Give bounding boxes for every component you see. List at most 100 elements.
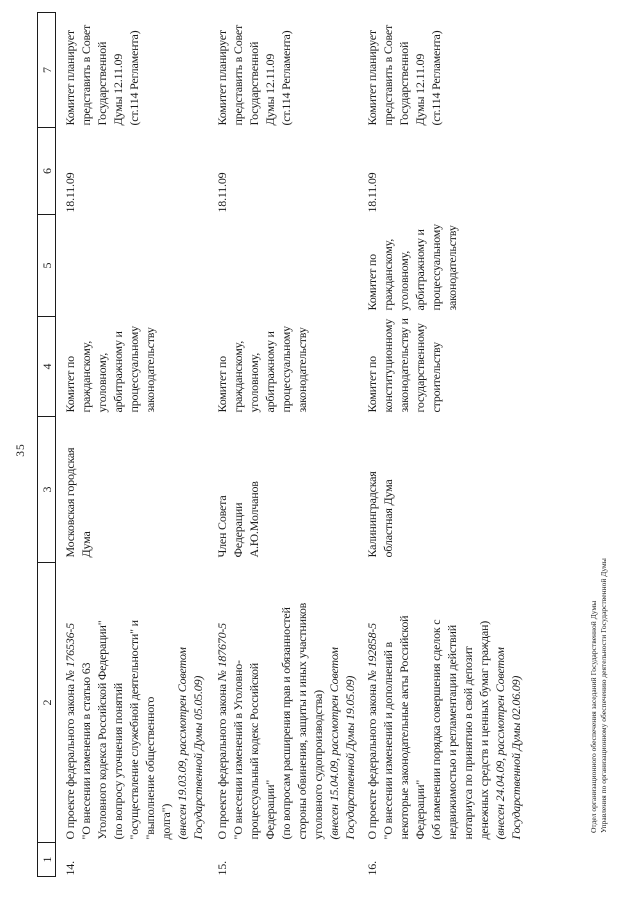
date-cell: 18.11.09 [208,128,358,215]
committee-line: процессуальному [127,326,141,413]
header-col-2: 2 [37,562,56,843]
bill-note-line: Государственной Думы 02.06.09) [508,675,523,840]
bill-title-line: долга") [159,803,173,840]
plan-line: Государственной [95,41,109,126]
committee-line: законодательству [294,327,309,413]
co-committee-cell [208,215,358,317]
committee-line: строительству [428,342,443,413]
plan-line: представить в Совет [380,24,395,126]
bill-note-line: Государственной Думы 19.05.09) [342,675,357,840]
committee-line: Комитет по [364,356,379,413]
consideration-date: 18.11.09 [63,172,77,213]
committee-line: законодательству [143,327,157,413]
bill-note-line: (внесен 15.04.09, рассмотрен Советом [326,647,341,840]
co-committee-line: законодательству [444,225,459,311]
responsible-committee-cell: Комитет по гражданскому, уголовному, арбитр… [56,317,208,417]
bill-number: № 187670-5 [214,623,229,682]
bill-title-line: стороны обвинения, защиты и иных участни… [294,602,309,840]
bill-title-line: "выполнение общественного [143,696,157,840]
header-col-7: 7 [37,12,56,128]
bill-title-line: уголовного судопроизводства) [310,690,325,840]
committee-line: уголовному, [95,352,109,413]
initiator-line: областная Дума [380,479,395,558]
bill-note-line: Государственной Думы 05.05.09) [191,675,205,840]
bill-title-line: (по вопросам расширения прав и обязаннос… [278,607,293,840]
initiator-line: Член Совета [214,495,229,558]
row-number: 14. [63,861,77,876]
plan-cell: Комитет планирует представить в Совет Госу… [208,13,358,128]
co-committee-cell [56,215,208,317]
date-cell: 18.11.09 [56,128,208,215]
bill-title-cell: О проекте федерального закона № 192858-5… [358,563,524,843]
committee-line: гражданскому, [230,340,245,413]
bill-title-line: недвижимостью и регламентации действий [444,625,459,840]
bill-title-line: нотариуса по принятию в свой депозит [460,646,475,840]
bill-note-line: (внесен 19.03.09, рассмотрен Советом [175,647,189,840]
plan-line: Думы 12.11.09 [412,53,427,126]
bill-number: № 192858-5 [364,623,379,682]
bill-first-line: О проекте федерального закона № 192858-5 [364,563,380,840]
co-committee-line: процессуальному [428,224,443,311]
committee-line: процессуальному [278,326,293,413]
bill-title-cell: О проекте федерального закона № 187670-5… [208,563,358,843]
bill-intro: О проекте федерального закона [364,681,379,840]
initiator-cell: Московская городская Дума [56,417,208,563]
row-number-cell: 14. [56,843,208,877]
consideration-date: 18.11.09 [364,172,379,213]
committee-line: арбитражному и [111,331,125,413]
bill-title-line: (об изменении порядка совершения сделок … [428,619,443,840]
initiator-line: Дума [79,531,93,558]
initiator-line: Федерации [230,502,245,558]
initiator-cell: Калининградская областная Дума [358,417,524,563]
bill-title-line: некоторые законодательные акты Российско… [396,615,411,840]
committee-line: гражданскому, [79,340,93,413]
plan-line: представить в Совет [79,24,93,126]
committee-line: арбитражному и [262,331,277,413]
bill-first-line: О проекте федерального закона № 187670-5 [214,563,230,839]
bill-title-line: Федерации" [412,779,427,840]
bill-title-line: процессуальный кодекс Российской [246,662,261,840]
co-committee-line: уголовному, [396,250,411,311]
row-number-cell: 15. [208,843,358,877]
plan-line: Думы 12.11.09 [111,53,125,126]
bill-note-line: (внесен 24.04.09, рассмотрен Советом [492,647,507,840]
document-footer: Отдел организационного обеспечения засед… [589,558,609,833]
committee-line: Комитет по [214,356,229,413]
committee-line: государственному [412,323,427,413]
co-committee-line: Комитет по [364,254,379,311]
header-col-1: 1 [37,842,56,877]
row-number: 16. [364,861,379,876]
bill-title-line: "О внесении изменений и дополнений в [380,641,395,840]
committee-line: конституционному [380,318,395,413]
committee-line: законодательству и [396,318,411,413]
header-col-6: 6 [37,127,56,215]
footer-line-1: Отдел организационного обеспечения засед… [589,600,598,833]
law-row: 15. О проекте федерального закона № 18767… [208,13,358,877]
bill-title-cell: О проекте федерального закона № 176536-5… [56,563,208,843]
bill-title-line: "О внесении изменений в Уголовно- [230,660,245,840]
initiator-line: Московская городская [63,447,77,558]
law-row: 16. О проекте федерального закона № 19285… [358,13,524,877]
initiator-line: А.Ю.Молчанов [246,481,261,558]
header-col-4: 4 [37,316,56,417]
plan-line: Думы 12.11.09 [262,53,277,126]
plan-line: (ст.114 Регламента) [127,30,141,126]
page-number: 35 [15,443,27,457]
bill-number: № 176536-5 [63,623,77,682]
consideration-date: 18.11.09 [214,172,229,213]
plan-cell: Комитет планирует представить в Совет Госу… [358,13,524,128]
committee-line: Комитет по [63,356,77,413]
bill-title-line: Федерации" [262,779,277,840]
plan-line: представить в Совет [230,24,245,126]
bill-intro: О проекте федерального закона [63,681,77,840]
plan-line: Государственной [246,41,261,126]
law-row: 14. О проекте федерального закона № 17653… [56,13,208,877]
plan-line: Комитет планирует [63,30,77,126]
plan-line: Комитет планирует [364,30,379,126]
header-col-3: 3 [37,416,56,563]
initiator-line: Калининградская [364,471,379,558]
